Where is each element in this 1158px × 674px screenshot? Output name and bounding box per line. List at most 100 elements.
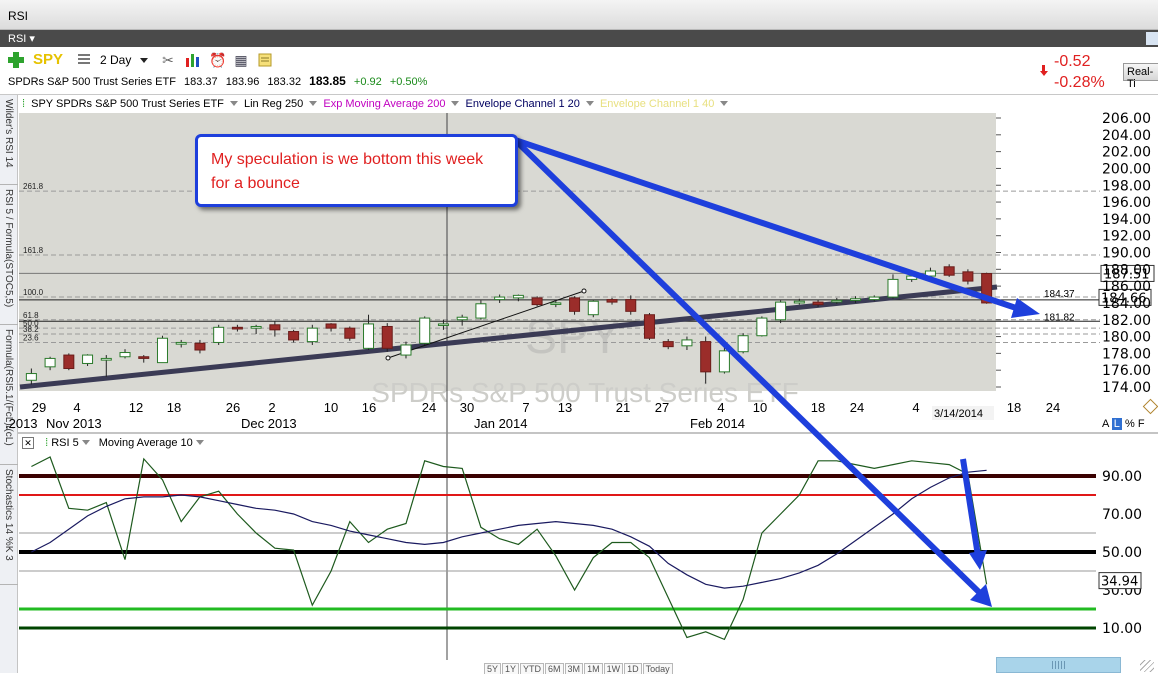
chevron-down-icon[interactable]	[451, 101, 460, 106]
trendline-thin[interactable]	[387, 290, 585, 359]
period-select[interactable]: 2 Day	[100, 53, 132, 67]
date-tick-label: 18	[811, 400, 825, 415]
trendline-support[interactable]	[19, 284, 998, 390]
legend-envelope-20[interactable]: Envelope Channel 1 20	[465, 98, 580, 110]
clock-icon[interactable]: ⏰	[209, 52, 227, 68]
scale-arithmetic[interactable]: A	[1102, 418, 1109, 430]
range-1d[interactable]: 1D	[624, 663, 642, 674]
month-label: Feb 2014	[690, 416, 745, 431]
range-buttons: 5Y 1Y YTD 6M 3M 1M 1W 1D Today	[484, 663, 674, 674]
month-label: Jan 2014	[474, 416, 528, 431]
candle-body	[831, 299, 843, 303]
chevron-down-icon[interactable]	[81, 440, 90, 445]
candle-body	[82, 354, 94, 364]
scale-log[interactable]: L	[1111, 418, 1122, 430]
legend-handle-icon[interactable]: ⁞	[45, 437, 49, 449]
price-axis: 206.00204.00202.00200.00198.00196.00194.…	[996, 111, 1151, 396]
scale-percent[interactable]: %	[1124, 418, 1135, 430]
legend-handle-icon[interactable]: ⁞	[22, 98, 26, 110]
candle-body	[344, 327, 356, 339]
legend-ma[interactable]: Moving Average 10	[98, 437, 193, 449]
chevron-down-icon[interactable]	[229, 101, 238, 106]
candle-body	[494, 296, 506, 301]
price-tick-label: 200.00	[1102, 161, 1151, 177]
candle-body	[812, 301, 824, 306]
side-tab-formula-rsi5[interactable]: Formula(RSI5.1/(FcL)/(cL)	[0, 325, 18, 465]
rsi-line	[31, 456, 988, 641]
trendline-handle-end[interactable]	[581, 288, 587, 294]
side-tab-wilders-rsi[interactable]: Wilder's RSI 14	[0, 95, 18, 185]
candle-body	[437, 323, 449, 326]
symbol-input[interactable]: SPY	[33, 51, 64, 68]
candle-body	[381, 325, 393, 349]
last-price-label: 184.66	[1101, 291, 1147, 306]
date-axis: 29 4 12 18 26 2 10 16 24 30 7 13 21 27 4 10 18 24 4 18 24 ,20…	[5, 400, 1060, 431]
arrow-to-rsi[interactable]	[512, 137, 986, 599]
chart-scrollbar[interactable]	[996, 657, 1121, 673]
legend-linreg[interactable]: Lin Reg 250	[243, 98, 304, 110]
candle-body	[475, 303, 487, 319]
side-tab-rsi-formula[interactable]: RSI 5 / Formula(STOC5,5)	[0, 185, 18, 325]
range-ytd[interactable]: YTD	[520, 663, 545, 674]
range-1y[interactable]: 1Y	[502, 663, 520, 674]
chevron-down-icon[interactable]	[309, 101, 318, 106]
legend-rsi[interactable]: RSI 5	[51, 437, 79, 449]
list-icon[interactable]	[78, 54, 90, 66]
rsi-current-box	[1098, 572, 1142, 590]
range-6m[interactable]: 6M	[545, 663, 564, 674]
candle-body	[924, 270, 936, 277]
resize-grip-icon[interactable]	[1140, 660, 1154, 672]
close-pane-icon[interactable]: ✕	[22, 437, 34, 449]
chart-type-icon[interactable]	[185, 52, 201, 68]
trendline-handle-start[interactable]	[385, 355, 391, 361]
candle-body	[775, 301, 787, 321]
range-1w[interactable]: 1W	[603, 663, 624, 674]
arrow-rsi-drop[interactable]	[960, 458, 981, 557]
candle-body	[175, 341, 187, 345]
chevron-down-icon[interactable]	[720, 101, 729, 106]
speculation-callout[interactable]: My speculation is we bottom this week fo…	[195, 134, 518, 207]
annotation-arrows[interactable]	[512, 137, 1040, 607]
candle-body	[363, 323, 375, 349]
date-tick-label: 21	[616, 400, 630, 415]
panel-title[interactable]: RSI ▾	[8, 33, 35, 45]
chevron-down-icon[interactable]	[585, 101, 594, 106]
range-1m[interactable]: 1M	[584, 663, 603, 674]
period-chevron-down-icon[interactable]	[140, 58, 148, 63]
tools-icon[interactable]: ✂	[162, 52, 174, 68]
month-label: ,2013	[5, 416, 38, 431]
notes-icon[interactable]	[257, 52, 273, 68]
range-5y[interactable]: 5Y	[484, 663, 502, 674]
candle-body	[587, 300, 599, 316]
legend-series[interactable]: SPY SPDRs S&P 500 Trust Series ETF	[31, 98, 224, 110]
chevron-down-icon[interactable]	[195, 440, 204, 445]
range-today[interactable]: Today	[642, 663, 673, 674]
chart-toolbar: SPY 2 Day ✂ ⏰ ▦ SPDRs S&P 500 Trust Seri…	[0, 47, 1158, 95]
panel-scroll-corner[interactable]	[1146, 32, 1158, 45]
price-legend: ⁞ SPY SPDRs S&P 500 Trust Series ETF Lin…	[22, 98, 731, 110]
rsi-legend: ✕ ⁞ RSI 5 Moving Average 10	[22, 437, 210, 449]
candle-body	[250, 325, 262, 329]
add-plus-icon[interactable]	[8, 52, 24, 68]
realtime-button[interactable]: Real-Ti	[1123, 63, 1158, 90]
range-3m[interactable]: 3M	[564, 663, 584, 674]
calculator-icon[interactable]: ▦	[234, 52, 248, 68]
price-tick-label: 194.00	[1102, 212, 1151, 228]
candle-body	[306, 327, 318, 343]
month-label: Nov 2013	[46, 416, 102, 431]
candle-body	[138, 356, 150, 359]
candle-body	[981, 273, 993, 304]
arrow-to-price[interactable]	[514, 137, 1023, 313]
legend-ema[interactable]: Exp Moving Average 200	[323, 98, 446, 110]
panel-header[interactable]: RSI ▾	[0, 30, 1158, 47]
candle-body	[569, 297, 581, 312]
scale-fit[interactable]: F	[1137, 418, 1145, 430]
price-tick-label: 182.00	[1102, 313, 1151, 329]
candle-body	[44, 357, 56, 368]
side-tab-stochastics[interactable]: Stochastics 14 %K 3	[0, 465, 18, 585]
date-tick-label: 26	[226, 400, 240, 415]
date-tick-label: 10	[753, 400, 767, 415]
legend-envelope-40[interactable]: Envelope Channel 1 40	[599, 98, 715, 110]
candle-body	[887, 278, 899, 298]
quote-change: +0.92	[353, 76, 382, 88]
